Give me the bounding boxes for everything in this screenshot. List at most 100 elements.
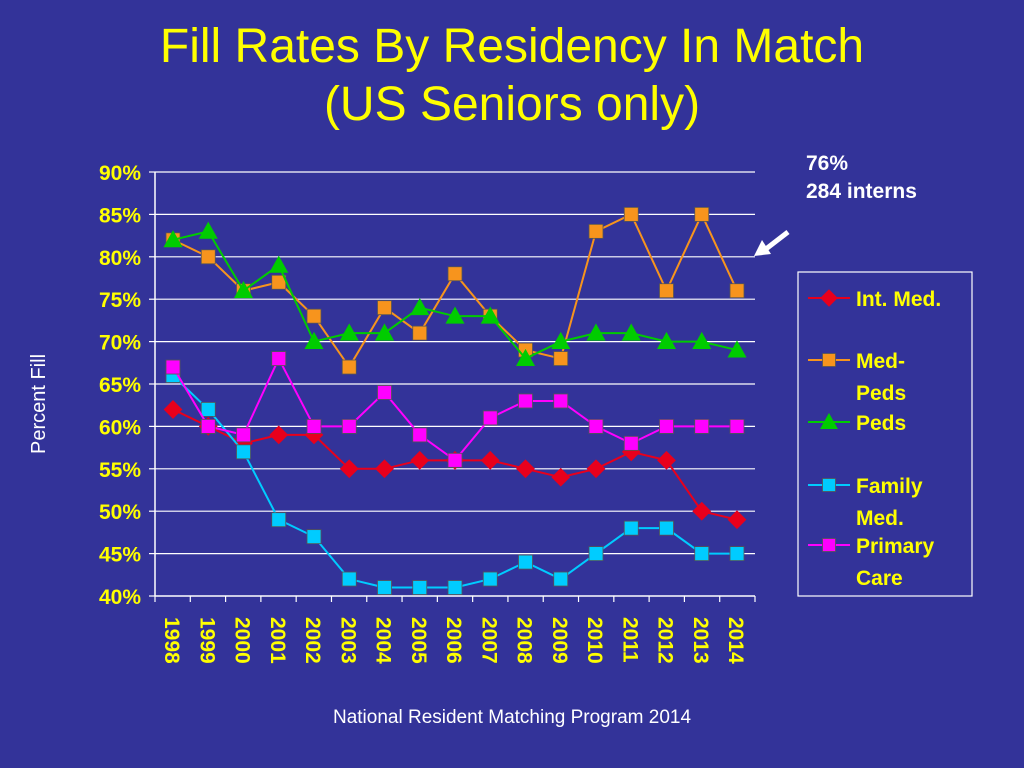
- annotation-arrow-head: [754, 240, 771, 256]
- data-point: [694, 418, 710, 434]
- data-point: [375, 459, 394, 479]
- data-point: [447, 266, 463, 282]
- y-tick-label: 55%: [99, 459, 141, 482]
- data-point: [820, 412, 838, 429]
- data-point: [306, 308, 322, 324]
- data-point: [518, 554, 533, 570]
- data-point: [822, 538, 836, 552]
- data-point: [200, 402, 216, 417]
- data-point: [377, 385, 392, 400]
- data-point: [659, 520, 674, 536]
- data-point: [659, 418, 674, 434]
- x-tick-label: 2004: [372, 617, 395, 664]
- y-tick-label: 80%: [99, 247, 141, 270]
- data-point: [480, 306, 500, 324]
- data-point: [551, 467, 571, 487]
- data-point: [165, 359, 181, 375]
- annotation-percent: 76%: [806, 152, 849, 175]
- data-point: [200, 418, 216, 434]
- legend-label: Med- Peds: [856, 350, 906, 405]
- data-point: [729, 418, 745, 434]
- data-point: [447, 580, 463, 595]
- data-point: [694, 546, 710, 561]
- data-point: [410, 450, 430, 470]
- y-tick-label: 85%: [99, 204, 141, 227]
- legend-label-line: Med-: [856, 350, 905, 373]
- y-tick-label: 90%: [99, 162, 141, 185]
- data-point: [269, 425, 289, 445]
- data-point: [692, 331, 712, 350]
- legend-label-line: Primary: [856, 535, 935, 558]
- data-point: [304, 331, 324, 350]
- x-tick-label: 2012: [654, 617, 677, 664]
- x-tick-label: 2009: [548, 617, 571, 664]
- series-line: [172, 374, 737, 589]
- data-point: [412, 325, 428, 341]
- data-point: [339, 459, 359, 479]
- data-point: [621, 323, 641, 341]
- data-point: [271, 512, 287, 528]
- data-point: [341, 418, 357, 434]
- data-point: [271, 351, 287, 366]
- data-point: [551, 331, 571, 350]
- data-point: [727, 340, 747, 358]
- data-point: [623, 435, 639, 451]
- data-point: [482, 571, 498, 587]
- data-point: [374, 323, 395, 341]
- legend-label: Primary Care: [856, 535, 935, 590]
- annotation-interns: 284 interns: [806, 180, 917, 203]
- data-point: [341, 359, 357, 375]
- legend: Int. Med. Med- Peds Peds Family Med. Primary Ca…: [797, 271, 973, 597]
- x-tick-label: 2006: [442, 617, 465, 664]
- data-point: [377, 580, 392, 595]
- data-point: [447, 452, 463, 468]
- data-point: [553, 393, 569, 409]
- data-point: [692, 501, 712, 521]
- data-point: [694, 206, 710, 222]
- data-point: [623, 520, 639, 536]
- data-point: [236, 427, 251, 443]
- x-tick-label: 2008: [513, 617, 536, 664]
- data-point: [269, 255, 289, 273]
- x-tick-label: 2011: [618, 617, 641, 663]
- series-line: [172, 356, 737, 462]
- data-point: [516, 459, 535, 479]
- x-tick-label: 1998: [160, 617, 183, 664]
- x-tick-label: 2005: [407, 617, 430, 664]
- x-tick-label: 2007: [477, 617, 500, 664]
- data-point: [233, 281, 254, 299]
- legend-item: Family Med.: [808, 475, 923, 530]
- legend-label-line: Care: [856, 567, 903, 590]
- x-tick-label: 2000: [231, 617, 254, 664]
- data-point: [820, 289, 838, 307]
- data-point: [515, 348, 536, 367]
- series-line: [172, 230, 738, 360]
- data-point: [163, 400, 183, 419]
- x-tick-label: 2001: [266, 617, 289, 664]
- data-point: [236, 444, 251, 460]
- title-line-2: (US Seniors only): [323, 78, 701, 131]
- slide-title: Fill Rates By Residency In Match (US Sen…: [0, 18, 1024, 134]
- y-tick-label: 75%: [99, 289, 141, 312]
- title-line-1: Fill Rates By Residency In Match: [159, 20, 865, 73]
- data-point: [586, 459, 606, 479]
- data-point: [588, 223, 604, 239]
- data-point: [306, 529, 322, 545]
- data-point: [822, 478, 836, 492]
- legend-label-line: Family: [856, 475, 923, 498]
- legend-label: Peds: [856, 412, 906, 435]
- data-point: [518, 393, 533, 409]
- y-tick-label: 60%: [99, 416, 141, 439]
- footer-source: National Resident Matching Program 2014: [332, 707, 692, 728]
- data-point: [553, 571, 569, 587]
- data-point: [623, 206, 639, 222]
- x-tick-label: 2002: [301, 617, 324, 664]
- y-axis-label: Percent Fill: [28, 354, 50, 454]
- legend-label-line: Peds: [856, 382, 906, 405]
- data-point: [377, 300, 392, 316]
- data-point: [341, 571, 357, 587]
- data-point: [339, 323, 359, 341]
- legend-item: Med- Peds: [808, 350, 906, 405]
- data-point: [445, 306, 465, 324]
